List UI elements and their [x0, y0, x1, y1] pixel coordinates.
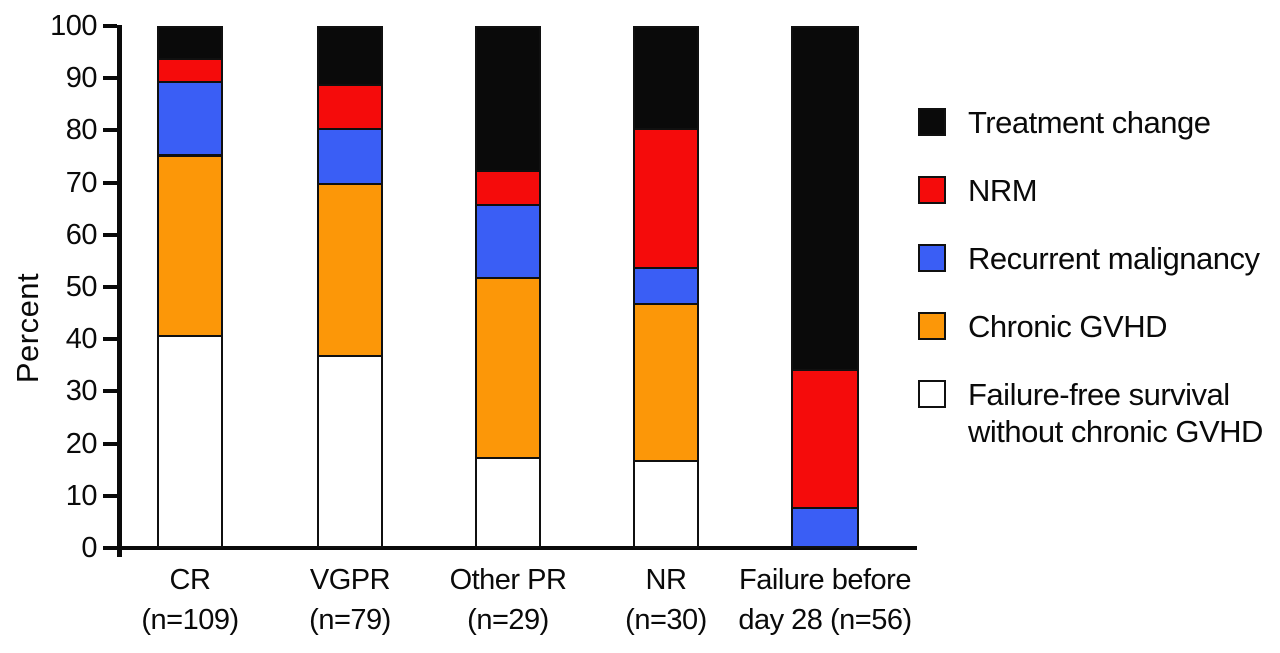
bar-segment [475, 277, 541, 460]
legend-label: Treatment change [968, 105, 1211, 140]
bar [633, 26, 699, 548]
bar-segment [791, 368, 859, 509]
legend-label: Recurrent malignancy [968, 241, 1260, 276]
bar-segment [475, 170, 541, 207]
chart-legend: Treatment change NRM Recurrent malignancy C… [918, 104, 1280, 450]
legend-item: Recurrent malignancy [918, 240, 1280, 277]
y-tick [103, 337, 117, 342]
y-tick-label: 50 [65, 271, 98, 303]
y-tick [103, 493, 117, 498]
y-tick-label: 0 [81, 532, 97, 564]
x-axis-line [112, 546, 917, 550]
y-tick-label: 40 [65, 323, 98, 356]
y-tick [103, 128, 117, 133]
y-tick [103, 389, 117, 394]
plot-area: 0 10 20 30 40 50 60 70 80 90 100 [50, 10, 922, 564]
bar-segment [633, 266, 699, 306]
bar-segment [317, 355, 383, 548]
legend-label: Chronic GVHD [968, 309, 1168, 344]
bar-segment [157, 57, 223, 84]
y-tick-label: 30 [65, 375, 98, 408]
legend-swatch [918, 244, 946, 272]
y-tick [103, 232, 117, 237]
y-tick [103, 76, 117, 81]
bar-segment [317, 26, 383, 87]
bar-segment [633, 128, 699, 269]
legend-label: NRM [968, 173, 1038, 208]
bar [317, 26, 383, 548]
bar-segment [475, 204, 541, 280]
y-tick-label: 60 [65, 218, 98, 251]
bar-segment [317, 128, 383, 186]
bar [475, 26, 541, 548]
y-axis-line [117, 25, 122, 557]
y-tick-label: 10 [65, 479, 98, 512]
legend-swatch [918, 312, 946, 340]
x-category-label: Other PR (n=29) [449, 564, 567, 636]
x-category-label: CR (n=109) [141, 564, 239, 636]
y-tick-label: 70 [65, 166, 98, 199]
y-tick [103, 441, 117, 446]
x-category-label: NR (n=30) [625, 564, 707, 636]
x-category-label: VGPR (n=79) [309, 564, 391, 636]
y-tick [103, 546, 117, 550]
legend-item: NRM [918, 172, 1280, 209]
bar-segment [157, 154, 223, 337]
y-tick-label: 20 [65, 427, 98, 460]
bar [157, 26, 223, 548]
legend-label: Failure-free survival without chronic GV… [968, 377, 1263, 449]
bar-segment [317, 84, 383, 131]
legend-item: Chronic GVHD [918, 308, 1280, 345]
bar-segment [157, 26, 223, 60]
bar-segment [157, 334, 223, 548]
bar-segment [633, 303, 699, 462]
bar-segment [475, 26, 541, 173]
bar-segment [317, 183, 383, 358]
x-category-label: Failure before day 28 (n=56) [738, 564, 912, 636]
bar-segment [475, 457, 541, 548]
legend-item: Failure-free survival without chronic GV… [918, 376, 1280, 450]
bar-segment [633, 26, 699, 131]
y-tick-label: 90 [65, 62, 98, 95]
y-tick [103, 180, 117, 185]
y-tick-label: 100 [50, 10, 97, 42]
y-tick-label: 80 [65, 114, 98, 147]
legend-item: Treatment change [918, 104, 1280, 141]
bar-segment [157, 81, 223, 157]
bar [791, 26, 859, 548]
bar-segment [633, 459, 699, 548]
legend-swatch [918, 176, 946, 204]
legend-swatch [918, 108, 946, 136]
legend-swatch [918, 380, 946, 408]
y-tick [103, 24, 117, 28]
bar-segment [791, 506, 859, 548]
y-tick [103, 285, 117, 289]
bar-segment [791, 26, 859, 371]
